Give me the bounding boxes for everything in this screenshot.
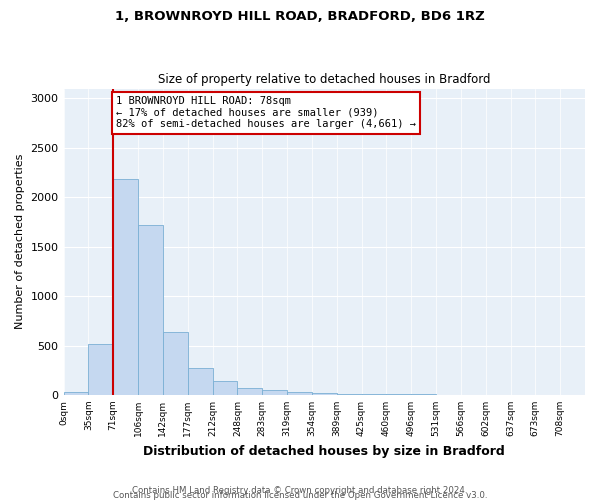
Bar: [337, 394, 362, 395]
Y-axis label: Number of detached properties: Number of detached properties: [15, 154, 25, 330]
Bar: [163, 332, 188, 395]
Bar: [64, 392, 88, 395]
Bar: [88, 344, 113, 395]
Bar: [262, 390, 287, 395]
Bar: [362, 394, 386, 395]
X-axis label: Distribution of detached houses by size in Bradford: Distribution of detached houses by size …: [143, 444, 505, 458]
Bar: [188, 368, 212, 395]
Text: 1 BROWNROYD HILL ROAD: 78sqm
← 17% of detached houses are smaller (939)
82% of s: 1 BROWNROYD HILL ROAD: 78sqm ← 17% of de…: [116, 96, 416, 130]
Text: Contains public sector information licensed under the Open Government Licence v3: Contains public sector information licen…: [113, 491, 487, 500]
Text: Contains HM Land Registry data © Crown copyright and database right 2024.: Contains HM Land Registry data © Crown c…: [132, 486, 468, 495]
Bar: [113, 180, 138, 395]
Bar: [212, 381, 238, 395]
Bar: [287, 392, 312, 395]
Text: 1, BROWNROYD HILL ROAD, BRADFORD, BD6 1RZ: 1, BROWNROYD HILL ROAD, BRADFORD, BD6 1R…: [115, 10, 485, 23]
Bar: [238, 388, 262, 395]
Bar: [312, 393, 337, 395]
Bar: [138, 225, 163, 395]
Title: Size of property relative to detached houses in Bradford: Size of property relative to detached ho…: [158, 73, 491, 86]
